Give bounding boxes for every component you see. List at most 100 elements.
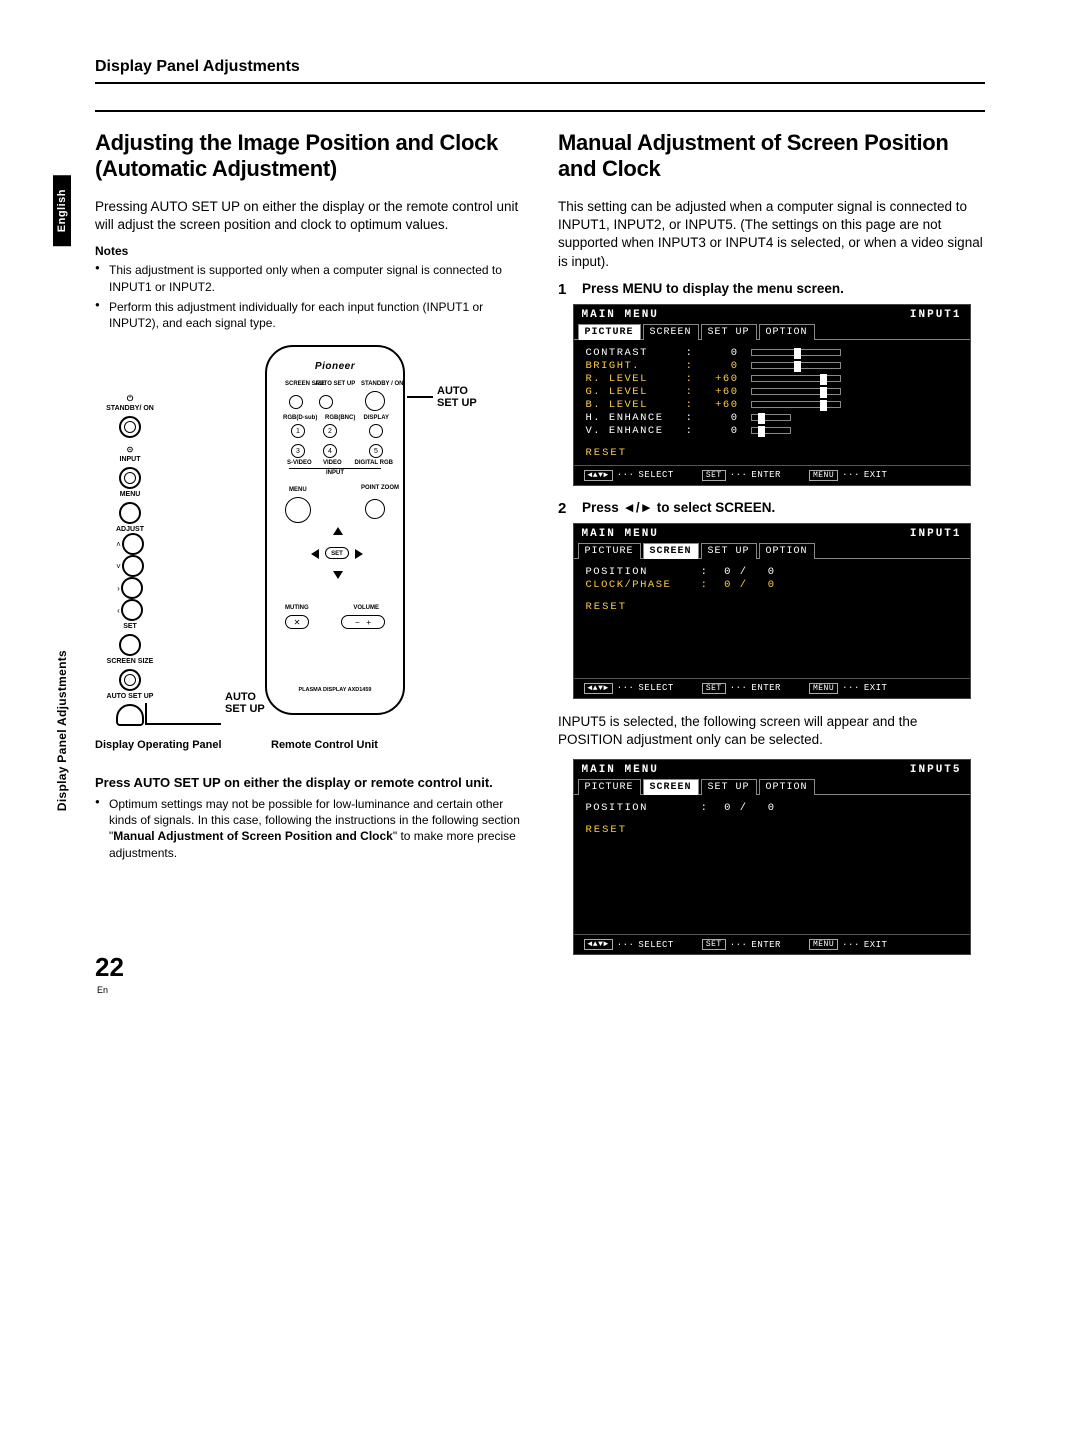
panel-label: INPUT xyxy=(95,456,165,463)
osd-tab-picture: PICTURE xyxy=(578,779,641,795)
remote-dpad: SET xyxy=(311,527,363,579)
remote-label: RGB(D-sub) xyxy=(283,415,317,421)
remote-control: Pioneer SCREEN SIZE AUTO SET UP STANDBY … xyxy=(265,345,405,715)
osd-input: INPUT5 xyxy=(910,764,962,776)
osd-footer-label: SELECT xyxy=(638,940,673,950)
notes-label: Notes xyxy=(95,244,522,258)
osd-row: CONTRAST:0 xyxy=(586,347,958,359)
note-item: Perform this adjustment individually for… xyxy=(95,299,522,331)
remote-label: POINT ZOOM xyxy=(361,485,387,491)
osd-footer-label: ENTER xyxy=(751,683,781,693)
remote-button: 5 xyxy=(369,444,383,458)
remote-diagram: ⏻ STANDBY/ ON ⊙ INPUT MENU ADJUST ˄ xyxy=(95,341,522,761)
language-tab: English xyxy=(53,175,71,246)
step-number: 2 xyxy=(558,500,572,517)
section-tab: Display Panel Adjustments xyxy=(55,650,69,811)
osd-footer-label: ENTER xyxy=(751,470,781,480)
osd-footer-label: EXIT xyxy=(864,470,888,480)
osd-tab-option: OPTION xyxy=(759,324,815,340)
osd-footer-key: SET xyxy=(702,683,726,694)
remote-auto-setup-button xyxy=(319,395,333,409)
osd-row: POSITION:0 /0 xyxy=(586,566,958,578)
step-text: Press ◄/► to select SCREEN. xyxy=(582,500,775,517)
remote-set-button: SET xyxy=(325,547,349,559)
osd-footer-label: EXIT xyxy=(864,940,888,950)
step: 2 Press ◄/► to select SCREEN. xyxy=(558,500,985,517)
osd-tab-setup: SET UP xyxy=(701,779,757,795)
osd-reset: RESET xyxy=(586,447,958,459)
panel-label: AUTO SET UP xyxy=(95,693,165,700)
remote-label: SCREEN SIZE xyxy=(285,381,309,387)
osd-tab-setup: SET UP xyxy=(701,543,757,559)
panel-button xyxy=(119,669,141,691)
callout-label: AUTO SET UP xyxy=(225,691,265,715)
panel-button xyxy=(122,555,144,577)
instruction-heading: Press AUTO SET UP on either the display … xyxy=(95,775,522,792)
step-number: 1 xyxy=(558,281,572,298)
osd-row: R. LEVEL:+60 xyxy=(586,373,958,385)
panel-button xyxy=(119,416,141,438)
remote-button xyxy=(365,391,385,411)
osd-footer-key: MENU xyxy=(809,939,838,950)
osd-screen-1: MAIN MENU INPUT1 PICTURE SCREEN SET UP O… xyxy=(573,304,971,486)
right-intro: This setting can be adjusted when a comp… xyxy=(558,198,985,271)
osd-footer-label: EXIT xyxy=(864,683,888,693)
remote-label: VOLUME xyxy=(353,605,379,611)
osd-row: POSITION:0 /0 xyxy=(586,802,958,814)
remote-button xyxy=(289,395,303,409)
remote-label: S-VIDEO xyxy=(287,460,312,466)
osd-row: B. LEVEL:+60 xyxy=(586,399,958,411)
osd-tab-option: OPTION xyxy=(759,543,815,559)
osd-tab-picture: PICTURE xyxy=(578,543,641,559)
remote-label: PLASMA DISPLAY AXD1459 xyxy=(267,687,403,693)
osd-footer-key: SET xyxy=(702,470,726,481)
remote-label: INPUT xyxy=(267,470,403,476)
step: 1 Press MENU to display the menu screen. xyxy=(558,281,985,298)
osd-reset: RESET xyxy=(586,824,958,836)
osd-footer-key: SET xyxy=(702,939,726,950)
osd-row: H. ENHANCE:0 xyxy=(586,412,958,424)
osd-title: MAIN MENU xyxy=(582,764,659,776)
panel-label: ADJUST xyxy=(95,526,165,533)
callout-label: AUTO SET UP xyxy=(437,385,477,409)
panel-button xyxy=(119,634,141,656)
osd-footer-key: MENU xyxy=(809,470,838,481)
osd-input: INPUT1 xyxy=(910,528,962,540)
remote-label: MENU xyxy=(289,487,307,493)
osd-title: MAIN MENU xyxy=(582,528,659,540)
osd-screen-2: MAIN MENU INPUT1 PICTURE SCREEN SET UP O… xyxy=(573,523,971,699)
osd-footer-key: MENU xyxy=(809,683,838,694)
remote-button: ✕ xyxy=(285,615,309,629)
remote-button: − + xyxy=(341,615,385,629)
remote-label: DIGITAL RGB xyxy=(355,460,393,466)
osd-footer-label: SELECT xyxy=(638,470,673,480)
osd-row: G. LEVEL:+60 xyxy=(586,386,958,398)
brand-label: Pioneer xyxy=(267,361,403,372)
osd-row: CLOCK/PHASE:0 /0 xyxy=(586,579,958,591)
remote-button xyxy=(285,497,311,523)
remote-button: 4 xyxy=(323,444,337,458)
remote-caption: Remote Control Unit xyxy=(271,739,378,751)
osd-footer-label: ENTER xyxy=(751,940,781,950)
panel-label: SCREEN SIZE xyxy=(95,658,165,665)
osd-tab-screen: SCREEN xyxy=(643,324,699,340)
remote-label: DISPLAY xyxy=(364,415,389,421)
osd-screen-3: MAIN MENU INPUT5 PICTURE SCREEN SET UP O… xyxy=(573,759,971,955)
panel-button xyxy=(122,533,144,555)
remote-button: 1 xyxy=(291,424,305,438)
between-note: INPUT5 is selected, the following screen… xyxy=(558,713,985,749)
remote-label: AUTO SET UP xyxy=(315,381,339,387)
osd-title: MAIN MENU xyxy=(582,309,659,321)
panel-button xyxy=(121,599,143,621)
panel-label: MENU xyxy=(95,491,165,498)
panel-auto-setup-button xyxy=(116,704,144,726)
osd-reset: RESET xyxy=(586,601,958,613)
remote-button: 2 xyxy=(323,424,337,438)
left-title: Adjusting the Image Position and Clock (… xyxy=(95,130,522,182)
remote-button: 3 xyxy=(291,444,305,458)
remote-label: MUTING xyxy=(285,605,309,611)
remote-label: RGB(BNC) xyxy=(325,415,355,421)
left-intro: Pressing AUTO SET UP on either the displ… xyxy=(95,198,522,234)
remote-button xyxy=(365,499,385,519)
page-number: 22 xyxy=(95,952,124,983)
